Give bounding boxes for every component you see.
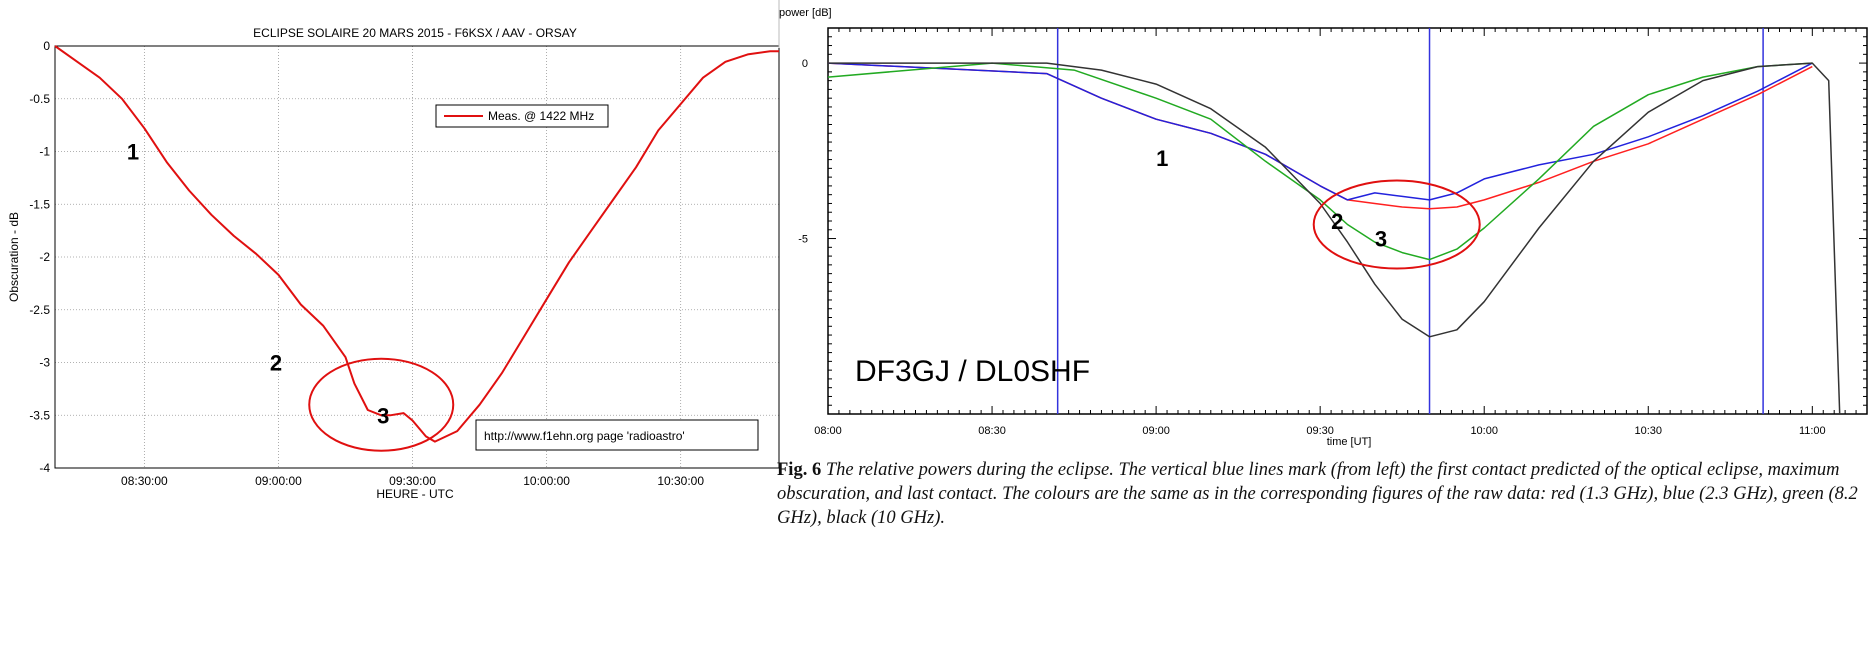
right-x-tick-label: 09:30 [1306,425,1334,437]
right-series-line [828,62,1841,415]
right-x-tick-label: 08:00 [814,425,842,437]
left-series-group [54,45,779,443]
left-url-text: http://www.f1ehn.org page 'radioastro' [484,429,685,443]
left-y-tick-label: -3.5 [29,408,50,422]
left-x-tick-label: 09:00:00 [255,474,302,488]
right-x-tick-label: 09:00 [1142,425,1170,437]
left-y-tick-label: -3 [39,356,50,370]
left-x-tick-label: 09:30:00 [389,474,436,488]
left-x-axis-label: HEURE - UTC [376,487,454,501]
right-series-group [827,62,1841,415]
right-y-tick-label: -5 [798,234,808,246]
left-series-line [54,45,779,443]
left-marker-label: 1 [127,140,139,165]
left-y-tick-label: -2.5 [29,303,50,317]
right-highlight-ellipse [1312,179,1481,270]
left-highlight-ellipse [308,357,455,452]
left-plot-frame [54,45,780,469]
right-x-tick-label: 10:00 [1470,425,1498,437]
left-legend [435,104,609,128]
right-y-axis-label: power [dB] [779,7,832,19]
left-y-tick-label: -4 [39,461,50,475]
left-y-tick-label: -1.5 [29,197,50,211]
left-x-tick-label: 10:30:00 [657,474,704,488]
left-x-tick-labels: 08:30:00 09:00:00 09:30:00 10:00:00 10:30:00 [121,474,704,488]
right-x-tick-label: 11:00 [1799,425,1826,437]
right-x-tick-label: 10:30 [1634,425,1662,437]
left-chart: ECLIPSE SOLAIRE 20 MARS 2015 - F6KSX / A… [7,26,780,501]
left-marker-label: 2 [270,351,282,376]
right-x-axis-label: time [UT] [1327,436,1372,448]
right-watermark: DF3GJ / DL0SHF [855,355,1090,388]
left-x-tick-label: 08:30:00 [121,474,168,488]
right-axis-ticks [827,27,1868,415]
right-series-line [827,62,1813,201]
left-x-tick-label: 10:00:00 [523,474,570,488]
left-y-tick-label: -0.5 [29,92,50,106]
left-y-tick-label: 0 [43,39,50,53]
caption-fig-label: Fig. 6 [777,460,822,480]
left-url-box [475,419,759,451]
right-series-line [827,62,1813,261]
right-x-tick-label: 08:30 [978,425,1006,437]
left-annotations: 1 2 3 [127,140,455,452]
figure-caption: Fig. 6 The relative powers during the ec… [777,458,1867,530]
left-y-axis-label: Obscuration - dB [7,212,21,302]
right-marker-label: 3 [1375,227,1387,252]
right-chart: power [dB] 0 -5 08:00 08:30 09:00 09:30 10:00… [778,0,1868,448]
right-marker-label: 2 [1331,209,1343,234]
left-chart-title: ECLIPSE SOLAIRE 20 MARS 2015 - F6KSX / A… [253,26,577,40]
right-x-tick-labels: 08:00 08:30 09:00 09:30 10:00 10:30 11:00 [814,425,1825,437]
right-y-tick-label: 0 [802,58,808,70]
right-marker-label: 1 [1156,146,1168,171]
left-marker-label: 3 [377,403,389,428]
left-legend-label: Meas. @ 1422 MHz [488,109,594,123]
right-annotations: 1 2 3 [1156,146,1481,270]
left-grid [55,45,779,469]
right-y-tick-labels: 0 -5 [798,58,808,245]
caption-text: The relative powers during the eclipse. … [777,460,1858,528]
left-y-tick-label: -1 [39,145,50,159]
left-y-tick-labels: 0 -0.5 -1 -1.5 -2 -2.5 -3 -3.5 -4 [29,39,50,475]
left-y-tick-label: -2 [39,250,50,264]
